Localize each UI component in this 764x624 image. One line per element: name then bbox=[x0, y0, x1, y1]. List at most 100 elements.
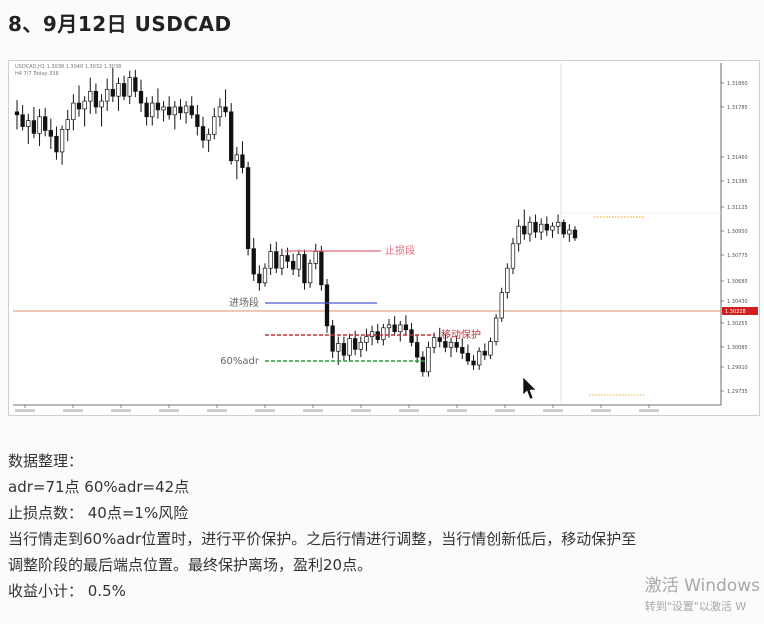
candle-body-up bbox=[386, 324, 392, 329]
candle-body-up bbox=[307, 262, 313, 284]
stop-loss-label: 止损段 bbox=[385, 244, 415, 257]
chart-header-line2: H4 7/7 Today 338 bbox=[15, 71, 59, 77]
candle-body-up bbox=[369, 331, 375, 337]
candle-body-up bbox=[82, 100, 87, 110]
candle-body-down bbox=[195, 114, 200, 127]
current-price-label: 1.30328 bbox=[725, 309, 746, 315]
candle-body-up bbox=[347, 338, 352, 356]
candle-body-up bbox=[296, 254, 301, 270]
y-tick-label: 1.29910 bbox=[727, 365, 748, 371]
y-tick-label: 1.31385 bbox=[727, 179, 748, 185]
candle-body-up bbox=[426, 346, 431, 373]
mouse-cursor-icon bbox=[522, 376, 537, 400]
x-tick-label-blur bbox=[351, 409, 371, 412]
candle-body-down bbox=[240, 154, 245, 168]
candle-body-down bbox=[285, 255, 290, 262]
x-tick-label-blur bbox=[543, 409, 563, 412]
candle-body-up bbox=[127, 77, 132, 97]
candle-body-down bbox=[291, 261, 296, 270]
candle-body-up bbox=[217, 106, 223, 118]
candle-body-down bbox=[330, 325, 335, 352]
candle-body-down bbox=[14, 111, 20, 116]
candle-body-down bbox=[223, 106, 228, 113]
candle-body-down bbox=[533, 221, 538, 233]
candle-body-down bbox=[409, 329, 414, 343]
candle-body-up bbox=[71, 102, 76, 121]
candle-body-down bbox=[319, 251, 324, 286]
candle-body-down bbox=[20, 114, 25, 127]
notes-heading: 数据整理： bbox=[8, 452, 84, 470]
y-tick-label: 1.30685 bbox=[727, 279, 748, 285]
candle-body-up bbox=[499, 292, 504, 319]
candle-body-down bbox=[138, 90, 144, 104]
candle-body-down bbox=[54, 135, 59, 153]
candle-body-down bbox=[471, 360, 476, 366]
candle-body-up bbox=[381, 327, 386, 340]
candle-body-down bbox=[31, 120, 37, 134]
y-tick-label: 1.30255 bbox=[727, 321, 748, 327]
candle-body-down bbox=[415, 342, 420, 358]
candle-body-up bbox=[268, 251, 273, 269]
watermark-line1: 激活 Windows bbox=[644, 576, 760, 596]
candle-body-up bbox=[161, 106, 166, 111]
candle-body-up bbox=[398, 324, 403, 333]
notes-line2: 调整阶段的最后端点位置。最终保护离场，盈利20点。 bbox=[8, 556, 373, 574]
y-tick-label: 1.31860 bbox=[727, 81, 748, 87]
candle-body-down bbox=[274, 251, 279, 269]
candle-body-up bbox=[358, 342, 363, 350]
windows-activation-watermark: 激活 Windows 转到"设置"以激活 W bbox=[645, 571, 760, 614]
candle-body-down bbox=[572, 229, 578, 239]
candle-body-up bbox=[37, 116, 42, 134]
candle-body-down bbox=[43, 116, 48, 131]
y-tick-label: 1.30775 bbox=[727, 253, 748, 259]
y-tick-label: 1.31125 bbox=[727, 205, 748, 211]
notes-stop: 止损点数： 40点=1%风险 bbox=[8, 504, 189, 522]
notes-section: 数据整理： adr=71点 60%adr=42点 止损点数： 40点=1%风险 … bbox=[8, 448, 636, 604]
candle-body-up bbox=[539, 223, 544, 233]
x-tick-label-blur bbox=[255, 409, 275, 412]
candle-body-up bbox=[279, 255, 285, 269]
chart-header: USDCAD,H1 1.3038 1.3040 1.3032 1.3038 H4… bbox=[15, 64, 121, 78]
candle-body-up bbox=[488, 341, 493, 356]
candle-body-up bbox=[493, 317, 499, 342]
candle-body-down bbox=[522, 225, 527, 235]
adr-60-label: 60%adr bbox=[220, 356, 260, 367]
candle-body-down bbox=[76, 102, 82, 110]
candle-body-down bbox=[392, 324, 397, 333]
watermark-line2: 转到"设置"以激活 W bbox=[644, 600, 747, 613]
y-tick-label: 1.31460 bbox=[727, 155, 748, 161]
candle-body-down bbox=[437, 337, 442, 342]
trailing-stop-label: 移动保护 bbox=[441, 328, 481, 341]
x-tick-label-blur bbox=[639, 409, 659, 412]
entry-label: 进场段 bbox=[229, 296, 259, 309]
candle-body-down bbox=[460, 346, 465, 354]
candle-body-up bbox=[510, 243, 516, 269]
candle-body-up bbox=[183, 105, 189, 114]
candle-body-up bbox=[65, 119, 70, 130]
x-tick-label-blur bbox=[447, 409, 467, 412]
candle-body-down bbox=[189, 105, 194, 116]
notes-line1: 当行情走到60%adr位置时，进行平价保护。之后行情进行调整，当行情创新低后，移… bbox=[8, 530, 637, 548]
candle-body-down bbox=[167, 106, 172, 116]
x-tick-label-blur bbox=[303, 409, 323, 412]
candle-body-down bbox=[121, 83, 127, 97]
x-tick-label-blur bbox=[111, 409, 131, 412]
candle-body-down bbox=[544, 223, 549, 231]
candle-body-up bbox=[505, 267, 510, 293]
candle-body-down bbox=[144, 102, 149, 118]
candle-body-up bbox=[116, 83, 121, 97]
candle-body-up bbox=[59, 129, 65, 153]
candle-body-up bbox=[516, 225, 521, 245]
notes-adr: adr=71点 60%adr=42点 bbox=[8, 478, 190, 496]
candle-body-down bbox=[465, 352, 471, 362]
candle-body-down bbox=[48, 130, 53, 137]
x-tick-label-blur bbox=[399, 409, 419, 412]
candle-body-down bbox=[454, 342, 459, 348]
candle-body-down bbox=[229, 111, 234, 162]
y-tick-label: 1.29735 bbox=[727, 389, 748, 395]
candle-body-up bbox=[26, 120, 31, 127]
page-title: 8、9月12日 USDCAD bbox=[8, 12, 232, 36]
candle-body-up bbox=[234, 154, 239, 162]
x-tick-label-blur bbox=[63, 409, 83, 412]
current-price-tag bbox=[722, 307, 758, 315]
